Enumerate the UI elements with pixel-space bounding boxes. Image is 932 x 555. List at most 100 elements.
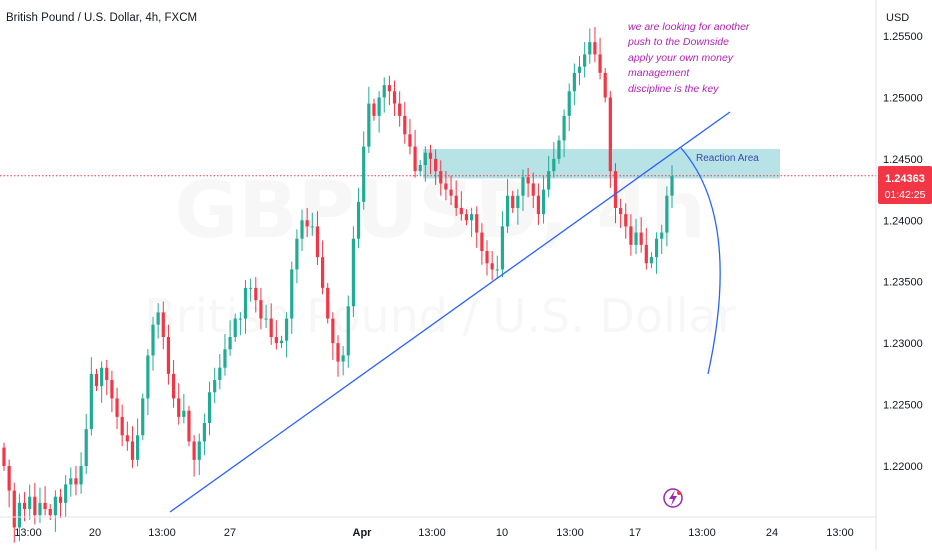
candle-body (115, 398, 119, 417)
candle-body (372, 103, 376, 116)
candle-body (259, 300, 263, 319)
candle-body (444, 183, 448, 190)
candle-body (464, 214, 469, 221)
candles-group[interactable] (2, 26, 674, 543)
candle-body (28, 496, 32, 509)
candle-body (305, 220, 309, 227)
candle-body (593, 42, 597, 55)
candle-body (53, 496, 57, 516)
candle-body (356, 201, 361, 239)
annotation-note[interactable]: we are looking for another push to the D… (627, 21, 750, 95)
countdown-timer: 01:42:25 (885, 189, 926, 201)
candle-body (665, 195, 669, 233)
candle-body (367, 103, 371, 147)
candle-body (624, 214, 628, 227)
price-tick-label: 1.24000 (883, 215, 923, 227)
price-tick-label: 1.23500 (883, 277, 923, 289)
candle-body (634, 232, 638, 245)
candle-body (279, 340, 284, 344)
candle-body (403, 115, 407, 135)
price-tick-label: 1.25500 (883, 31, 923, 43)
candle-body (619, 208, 623, 215)
projection-arc[interactable] (680, 147, 721, 375)
candle-body (644, 244, 648, 264)
candle-body (336, 343, 340, 362)
reaction-area-label: Reaction Area (696, 153, 759, 164)
candle-body (567, 91, 571, 116)
annotation-line: apply your own money (628, 52, 734, 64)
candle-body (449, 189, 453, 196)
time-tick-label: 24 (766, 527, 778, 539)
candle-body (521, 177, 525, 196)
annotation-line: we are looking for another (628, 21, 750, 33)
candle-body (392, 91, 397, 104)
annotation-line: management (628, 67, 690, 79)
candle-body (38, 502, 42, 516)
lightning-icon[interactable] (663, 488, 683, 508)
candle-body (43, 502, 47, 509)
annotation-line: push to the Downside (627, 36, 729, 48)
candle-body (274, 337, 278, 344)
time-axis[interactable]: 13:00 20 13:00 27 Apr 13:00 10 13:00 17 13:00 24 13… (14, 527, 854, 539)
candle-body (120, 416, 124, 436)
candle-body (588, 42, 592, 55)
trend-line[interactable] (169, 111, 731, 513)
candle-body (326, 287, 330, 319)
candle-body (608, 97, 612, 172)
candle-body (531, 183, 535, 196)
candle-body (598, 54, 602, 73)
symbol-title[interactable]: British Pound / U.S. Dollar, 4h, FXCM (6, 12, 197, 24)
time-tick-label: 13:00 (148, 527, 176, 539)
candle-body (22, 502, 27, 509)
candle-body (331, 318, 335, 344)
candle-body (577, 66, 582, 73)
time-tick-label: 20 (89, 527, 101, 539)
candle-body (408, 134, 412, 147)
candle-body (629, 226, 633, 245)
candle-body (315, 226, 320, 258)
candle-body (526, 177, 530, 184)
candle-body (110, 380, 114, 399)
candle-body (547, 171, 551, 190)
candle-body (233, 318, 237, 337)
candle-body (218, 367, 222, 380)
time-tick-label: 13:00 (14, 527, 42, 539)
candle-body (187, 410, 191, 442)
time-tick-label: 13:00 (826, 527, 854, 539)
candle-body (387, 85, 391, 92)
candle-body (362, 146, 366, 202)
candle-body (382, 85, 386, 98)
candle-body (603, 72, 607, 98)
candle-body (552, 158, 556, 172)
reaction-area-box[interactable] (423, 149, 780, 179)
price-axis[interactable]: 1.22000 1.22500 1.23000 1.23500 1.24000 1.245… (883, 31, 923, 473)
candle-body (541, 189, 546, 215)
candle-body (454, 195, 458, 208)
candle-body (269, 318, 273, 337)
price-tick-label: 1.25000 (883, 92, 923, 104)
candle-body (94, 373, 99, 387)
candle-body (223, 349, 227, 368)
annotation-line: discipline is the key (628, 83, 719, 95)
time-tick-label: 13:00 (688, 527, 716, 539)
candle-body (572, 72, 576, 92)
candle-body (428, 152, 433, 159)
candle-body (557, 140, 561, 159)
price-tick-label: 1.23000 (883, 338, 923, 350)
candle-body (536, 195, 540, 215)
candle-body (48, 509, 52, 516)
candle-body (74, 478, 78, 485)
candle-body (418, 165, 422, 172)
candle-body (480, 232, 484, 251)
candle-body (351, 238, 356, 307)
candle-body (413, 146, 417, 172)
candle-body (130, 441, 135, 460)
candle-body (182, 410, 186, 417)
candle-body (84, 429, 88, 466)
candle-body (243, 287, 248, 319)
candle-body (639, 232, 643, 245)
candle-body (161, 312, 165, 337)
